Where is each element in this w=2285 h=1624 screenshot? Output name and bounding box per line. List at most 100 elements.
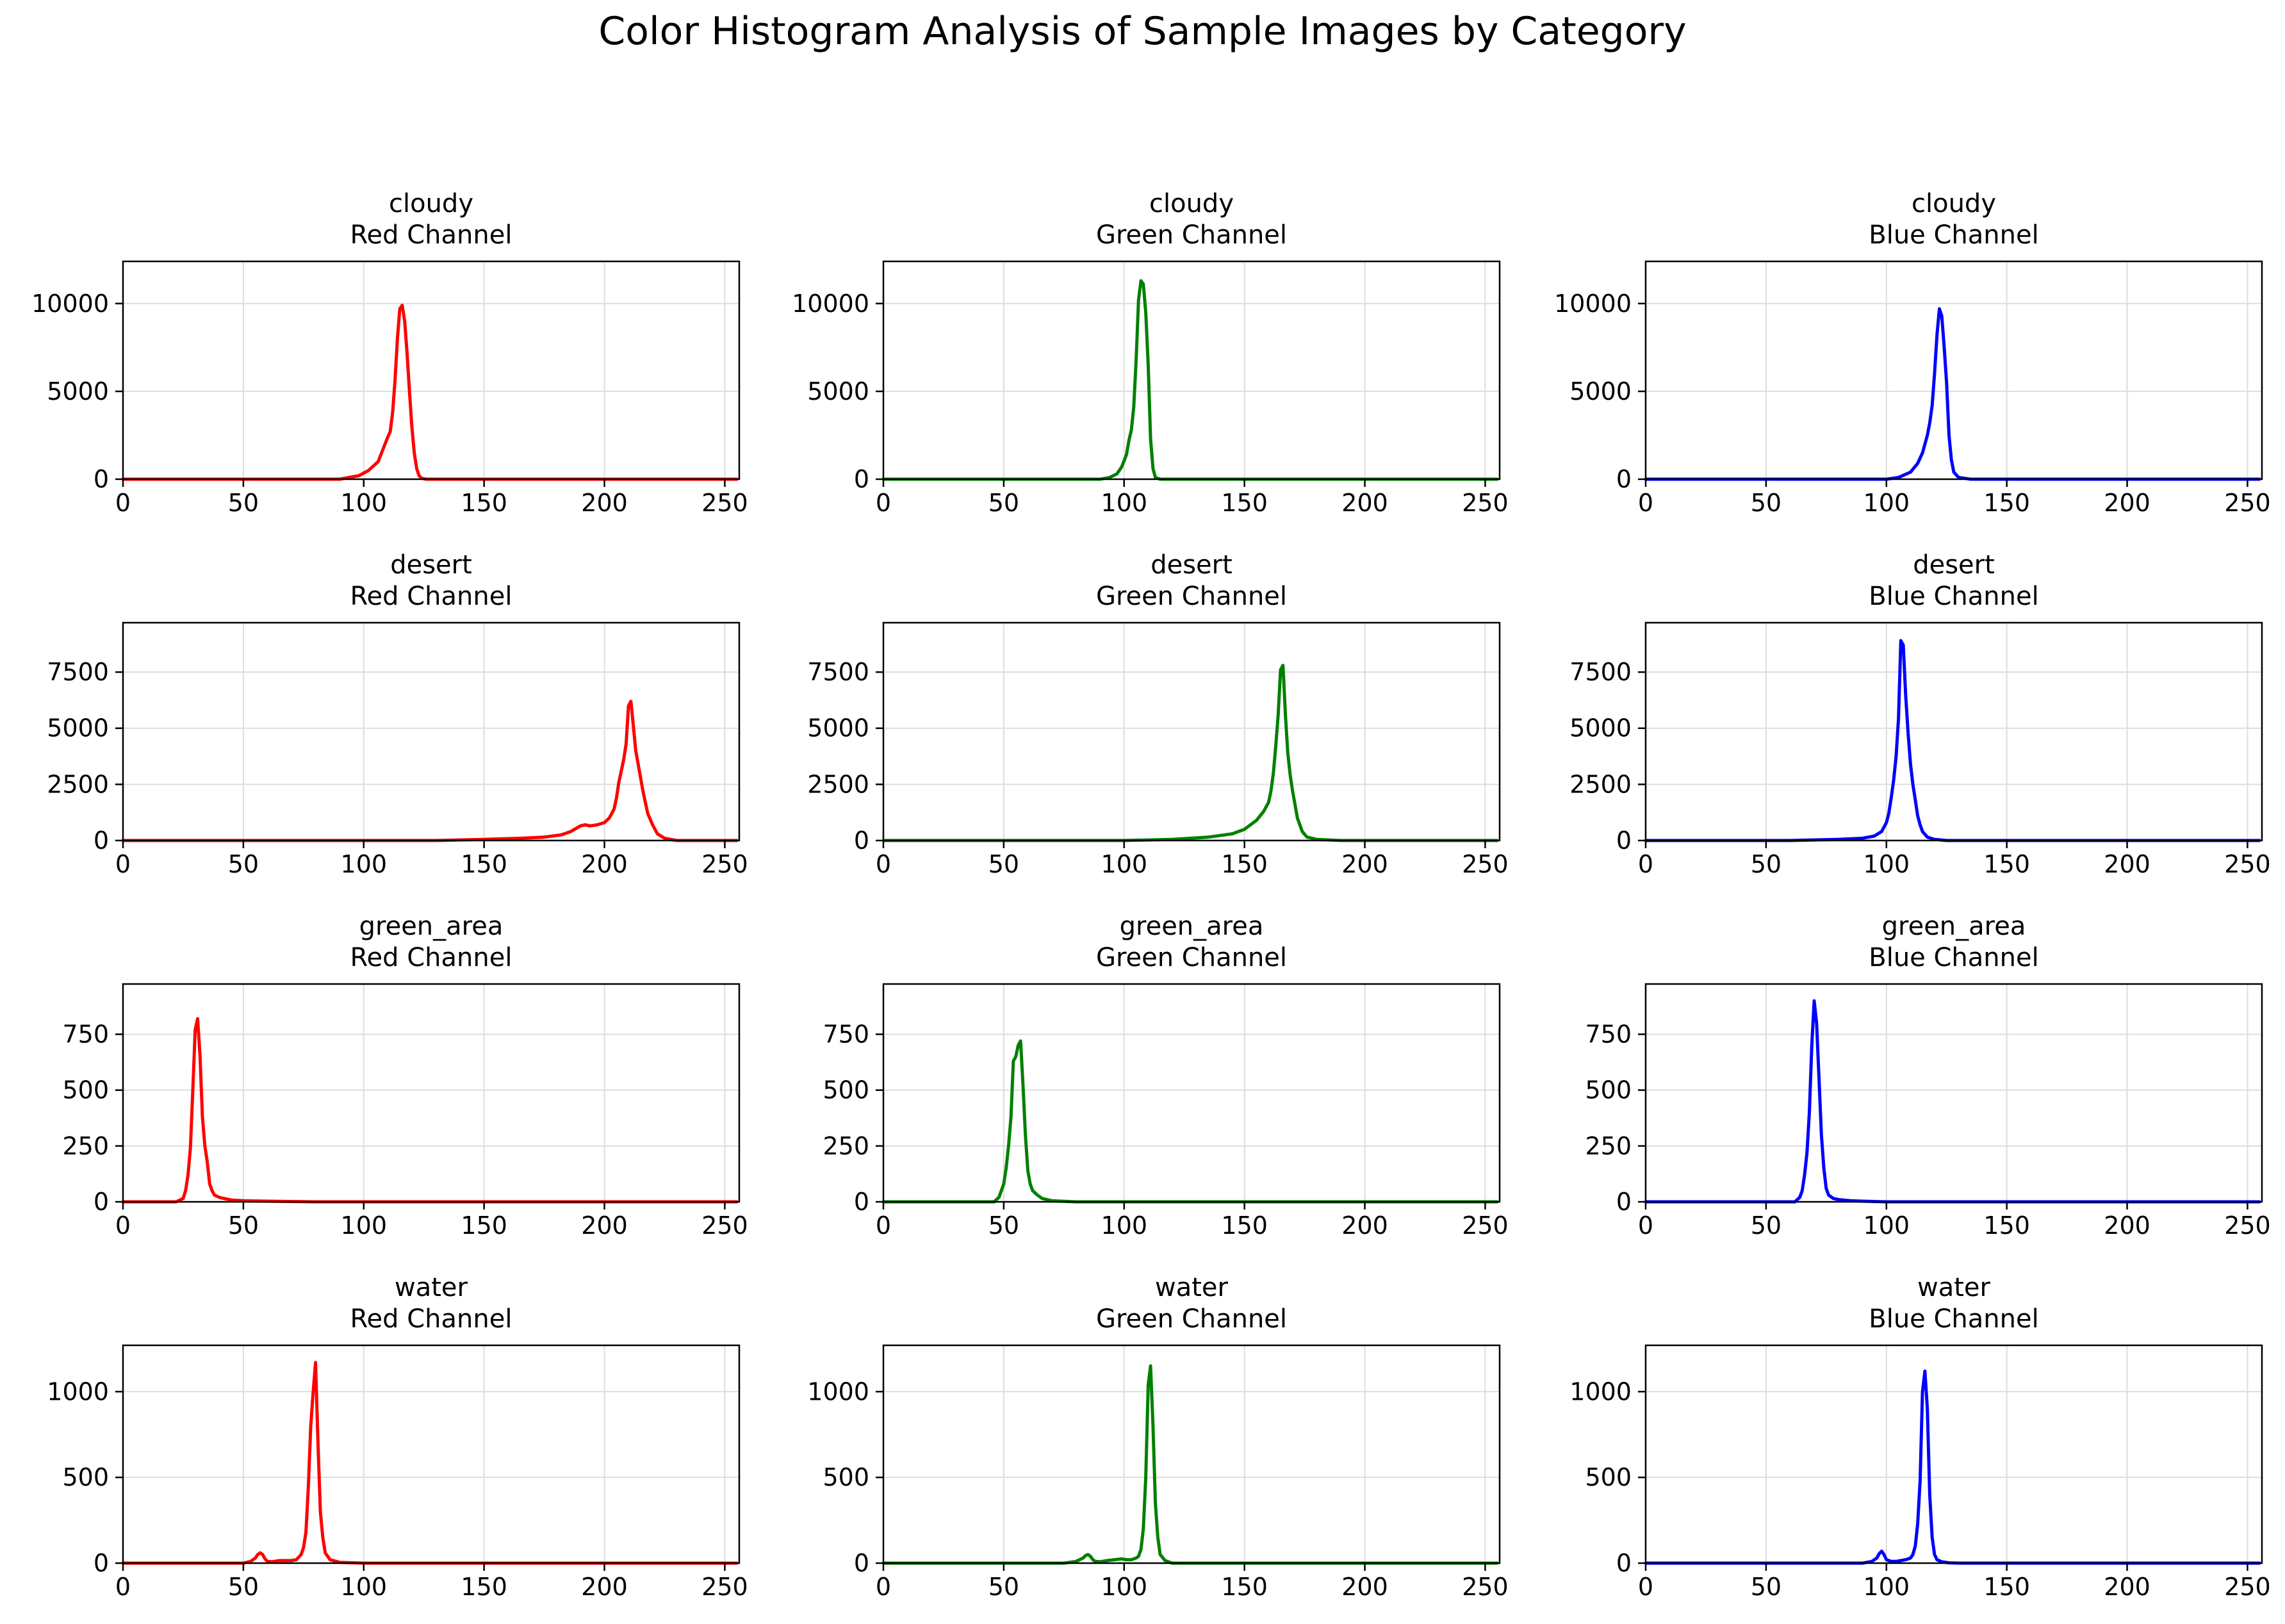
y-tick-label: 500 [823,1076,869,1104]
y-tick-label: 2500 [47,770,109,798]
histogram-line [881,1039,1499,1204]
x-tick-label: 250 [1462,1573,1509,1601]
x-tick-label: 200 [581,850,628,878]
y-tick-label: 500 [62,1076,109,1104]
x-tick-label: 0 [876,1573,891,1601]
y-tick-label: 250 [62,1132,109,1160]
x-tick-label: 0 [115,1211,131,1240]
x-tick-label: 50 [988,850,1019,878]
x-tick-label: 50 [228,489,259,517]
y-tick-label: 5000 [807,714,869,742]
y-tick-label: 2500 [807,770,869,798]
y-tick-label: 1000 [47,1377,109,1406]
y-tick-label: 500 [1585,1463,1632,1491]
x-tick-label: 0 [115,489,131,517]
x-tick-label: 200 [2104,1573,2150,1601]
x-tick-label: 200 [1341,1211,1388,1240]
x-tick-label: 150 [1983,1211,2030,1240]
plot-frame [1644,260,2263,480]
subplot-title: desert [1913,550,1995,580]
x-tick-label: 200 [581,1573,628,1601]
y-tick-label: 500 [823,1463,869,1491]
subplot-title: desert [1151,550,1233,580]
x-tick-label: 250 [701,1573,748,1601]
histogram-line [1644,999,2261,1204]
x-tick-label: 0 [1638,1211,1653,1240]
subplot-subtitle: Blue Channel [1869,582,2038,611]
x-tick-label: 50 [228,850,259,878]
y-tick-label: 250 [823,1132,869,1160]
subplot-subtitle: Blue Channel [1869,220,2038,250]
subplot-subtitle: Blue Channel [1869,1304,2038,1334]
x-tick-label: 200 [1341,850,1388,878]
histogram-line [121,1017,739,1204]
x-tick-label: 200 [581,1211,628,1240]
x-tick-label: 50 [1751,1573,1781,1601]
y-tick-label: 7500 [1569,658,1632,686]
subplot-title: green_area [1120,912,1264,941]
x-tick-label: 150 [1221,1573,1268,1601]
y-tick-label: 0 [94,465,109,493]
x-tick-label: 200 [2104,489,2150,517]
x-tick-label: 100 [1101,1211,1148,1240]
histogram-line [121,1361,739,1565]
y-tick-label: 0 [94,1549,109,1577]
subplot-title: water [395,1273,468,1302]
x-tick-label: 200 [1341,489,1388,517]
subplot-title: cloudy [1149,189,1234,218]
x-tick-label: 250 [1462,1211,1509,1240]
x-tick-label: 250 [701,489,748,517]
y-tick-label: 0 [1616,465,1632,493]
x-tick-label: 100 [341,489,388,517]
x-tick-label: 250 [2224,489,2271,517]
histogram-line [121,304,739,481]
x-tick-label: 50 [1751,850,1781,878]
subplot-subtitle: Red Channel [350,1304,512,1334]
y-tick-label: 500 [1585,1076,1632,1104]
y-tick-label: 0 [1616,1188,1632,1216]
x-tick-label: 0 [1638,850,1653,878]
x-tick-label: 100 [1863,850,1910,878]
y-tick-label: 0 [1616,1549,1632,1577]
histogram-line [881,279,1499,481]
plot-frame [882,1344,1501,1564]
y-tick-label: 0 [94,1188,109,1216]
subplot-8: 0 50 100 150 200 250 0 250 500 750 green_areaBlue … [1585,912,2270,1240]
y-tick-label: 0 [854,826,869,855]
plot-frame [122,1344,741,1564]
x-tick-label: 250 [2224,1573,2271,1601]
x-tick-label: 250 [701,1211,748,1240]
subplot-title: green_area [359,912,504,941]
x-tick-label: 100 [1101,489,1148,517]
x-tick-label: 0 [876,1211,891,1240]
y-tick-label: 250 [1585,1132,1632,1160]
x-tick-label: 0 [876,850,891,878]
plot-frame [882,621,1501,842]
y-tick-label: 10000 [1554,290,1632,318]
x-tick-label: 150 [1983,850,2030,878]
x-tick-label: 50 [1751,489,1781,517]
x-tick-label: 150 [1983,1573,2030,1601]
plot-frame [882,260,1501,480]
x-tick-label: 100 [341,1211,388,1240]
x-tick-label: 50 [228,1211,259,1240]
plot-frame [882,983,1501,1203]
x-tick-label: 50 [988,1211,1019,1240]
y-tick-label: 5000 [47,377,109,406]
subplot-subtitle: Red Channel [350,220,512,250]
x-tick-label: 250 [1462,850,1509,878]
x-tick-label: 100 [1101,850,1148,878]
x-tick-label: 200 [2104,1211,2150,1240]
plot-frame [122,260,741,480]
y-tick-label: 750 [62,1020,109,1048]
subplot-4: 0 50 100 150 200 2500250050007500desertGreen … [807,550,1508,878]
y-tick-label: 10000 [792,290,869,318]
x-tick-label: 150 [1221,489,1268,517]
